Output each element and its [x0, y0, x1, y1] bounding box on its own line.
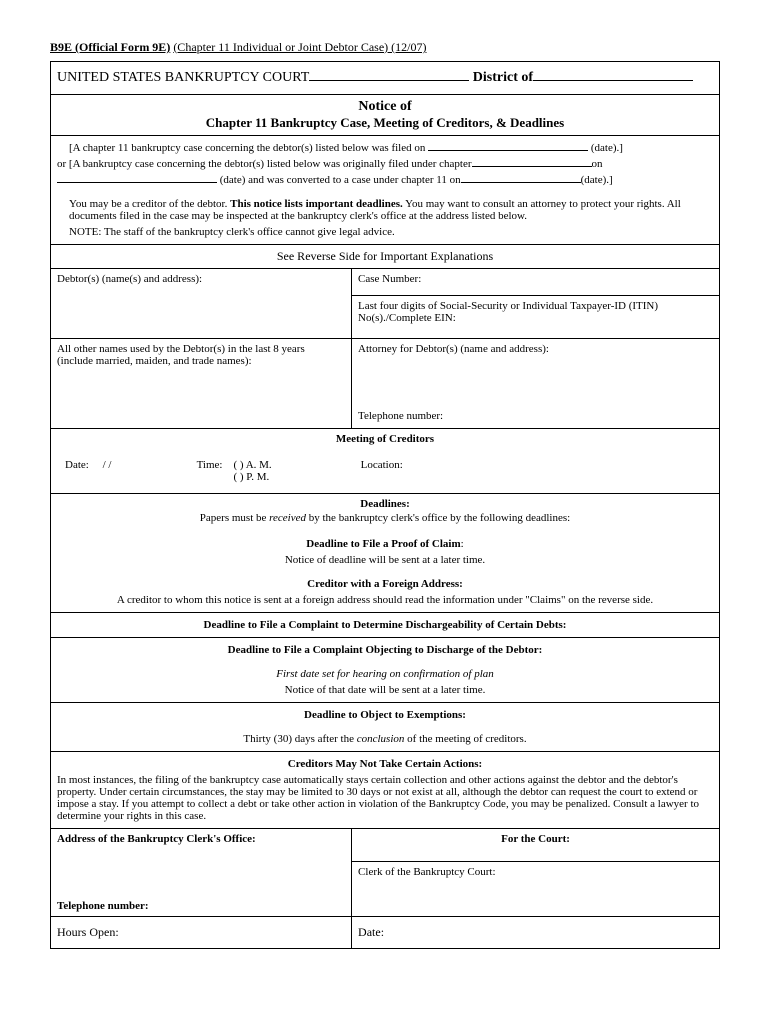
debtor-cell: Debtor(s) (name(s) and address):: [51, 269, 352, 339]
deadlines-intro-a: Papers must be: [200, 512, 269, 524]
intro-p2: You may be a creditor of the debtor.: [69, 198, 230, 210]
date-label: Date:: [358, 925, 384, 939]
attorney-label: Attorney for Debtor(s) (name and address…: [358, 343, 713, 355]
complaint-discharge: Deadline to File a Complaint to Determin…: [51, 613, 720, 638]
notice-line1: Notice of: [57, 99, 713, 115]
clerk-address-label: Address of the Bankruptcy Clerk's Office…: [57, 833, 345, 845]
date-cell: Date:: [352, 917, 720, 949]
exemptions-cell: Deadline to Object to Exemptions: Thirty…: [51, 703, 720, 752]
reverse-label: See Reverse Side for Important Explanati…: [51, 245, 720, 269]
deadlines-intro-b: received: [269, 512, 306, 524]
meeting-title: Meeting of Creditors: [57, 433, 713, 445]
other-names-2: (include married, maiden, and trade name…: [57, 355, 345, 367]
other-names-1: All other names used by the Debtor(s) in…: [57, 343, 345, 355]
clerk-address-cell: Address of the Bankruptcy Clerk's Office…: [51, 829, 352, 917]
clerk-cell: Clerk of the Bankruptcy Court:: [352, 862, 720, 917]
foreign-text: A creditor to whom this notice is sent a…: [57, 592, 713, 608]
main-form-table: UNITED STATES BANKRUPTCY COURT District …: [50, 61, 720, 949]
actions-cell: Creditors May Not Take Certain Actions: …: [51, 752, 720, 829]
meeting-am: ( ) A. M.: [233, 459, 271, 471]
intro-2b: on: [592, 158, 603, 170]
intro-cell: [A chapter 11 bankruptcy case concerning…: [51, 136, 720, 245]
attorney-telephone: Telephone number:: [358, 410, 713, 422]
court-cell: UNITED STATES BANKRUPTCY COURT District …: [51, 62, 720, 95]
ssn-cell: Last four digits of Social-Security or I…: [352, 296, 720, 339]
exemptions-b: conclusion: [357, 733, 405, 745]
meeting-pm: ( ) P. M.: [233, 471, 269, 483]
foreign-title: Creditor with a Foreign Address:: [57, 576, 713, 592]
form-id: B9E (Official Form 9E): [50, 40, 170, 54]
case-no-label: Case Number:: [358, 273, 421, 285]
meeting-date-label: Date:: [65, 459, 89, 471]
intro-2a: or [A bankruptcy case concerning the deb…: [57, 158, 472, 170]
deadlines-cell: Deadlines: Papers must be received by th…: [51, 494, 720, 613]
district-label: District of: [473, 70, 533, 85]
attorney-cell: Attorney for Debtor(s) (name and address…: [352, 339, 720, 429]
hours-label: Hours Open:: [57, 925, 119, 939]
notice-line2: Chapter 11 Bankruptcy Case, Meeting of C…: [57, 115, 713, 131]
first-date: First date set for hearing on confirmati…: [57, 666, 713, 682]
hours-cell: Hours Open:: [51, 917, 352, 949]
for-court: For the Court:: [352, 829, 720, 862]
intro-1a: [A chapter 11 bankruptcy case concerning…: [69, 142, 428, 154]
meeting-location: Location:: [361, 459, 403, 471]
actions-title: Creditors May Not Take Certain Actions:: [57, 756, 713, 772]
form-desc: (Chapter 11 Individual or Joint Debtor C…: [173, 40, 426, 54]
court-prefix: UNITED STATES BANKRUPTCY COURT: [57, 70, 309, 85]
complaint-object: Deadline to File a Complaint Objecting t…: [57, 642, 713, 658]
meeting-cell: Meeting of Creditors Date: / / Time: ( )…: [51, 429, 720, 494]
exemptions-c: of the meeting of creditors.: [404, 733, 526, 745]
deadlines-intro-c: by the bankruptcy clerk's office by the …: [306, 512, 570, 524]
other-names-cell: All other names used by the Debtor(s) in…: [51, 339, 352, 429]
meeting-time-label: Time:: [197, 459, 223, 471]
meeting-date-sep: / /: [103, 459, 112, 471]
form-header: B9E (Official Form 9E) (Chapter 11 Indiv…: [50, 40, 720, 55]
notice-cell: Notice of Chapter 11 Bankruptcy Case, Me…: [51, 95, 720, 136]
clerk-telephone: Telephone number:: [57, 900, 345, 912]
ssn-label: Last four digits of Social-Security or I…: [358, 300, 658, 324]
exemptions-title: Deadline to Object to Exemptions:: [57, 707, 713, 723]
proof-text: Notice of deadline will be sent at a lat…: [57, 552, 713, 568]
clerk-label: Clerk of the Bankruptcy Court:: [358, 866, 495, 878]
intro-note: NOTE: The staff of the bankruptcy clerk'…: [69, 224, 713, 240]
proof-title: Deadline to File a Proof of Claim: [306, 538, 460, 550]
actions-text: In most instances, the filing of the ban…: [57, 772, 713, 824]
case-no-cell: Case Number:: [352, 269, 720, 296]
intro-p2-bold: This notice lists important deadlines.: [230, 198, 403, 210]
intro-3a: (date) and was converted to a case under…: [217, 174, 461, 186]
intro-3b: (date).]: [581, 174, 613, 186]
debtor-label: Debtor(s) (name(s) and address):: [57, 273, 202, 285]
exemptions-a: Thirty (30) days after the: [243, 733, 356, 745]
complaint-object-cell: Deadline to File a Complaint Objecting t…: [51, 638, 720, 703]
deadlines-title: Deadlines:: [57, 498, 713, 510]
intro-1b: (date).]: [588, 142, 623, 154]
first-date-text: Notice of that date will be sent at a la…: [57, 682, 713, 698]
